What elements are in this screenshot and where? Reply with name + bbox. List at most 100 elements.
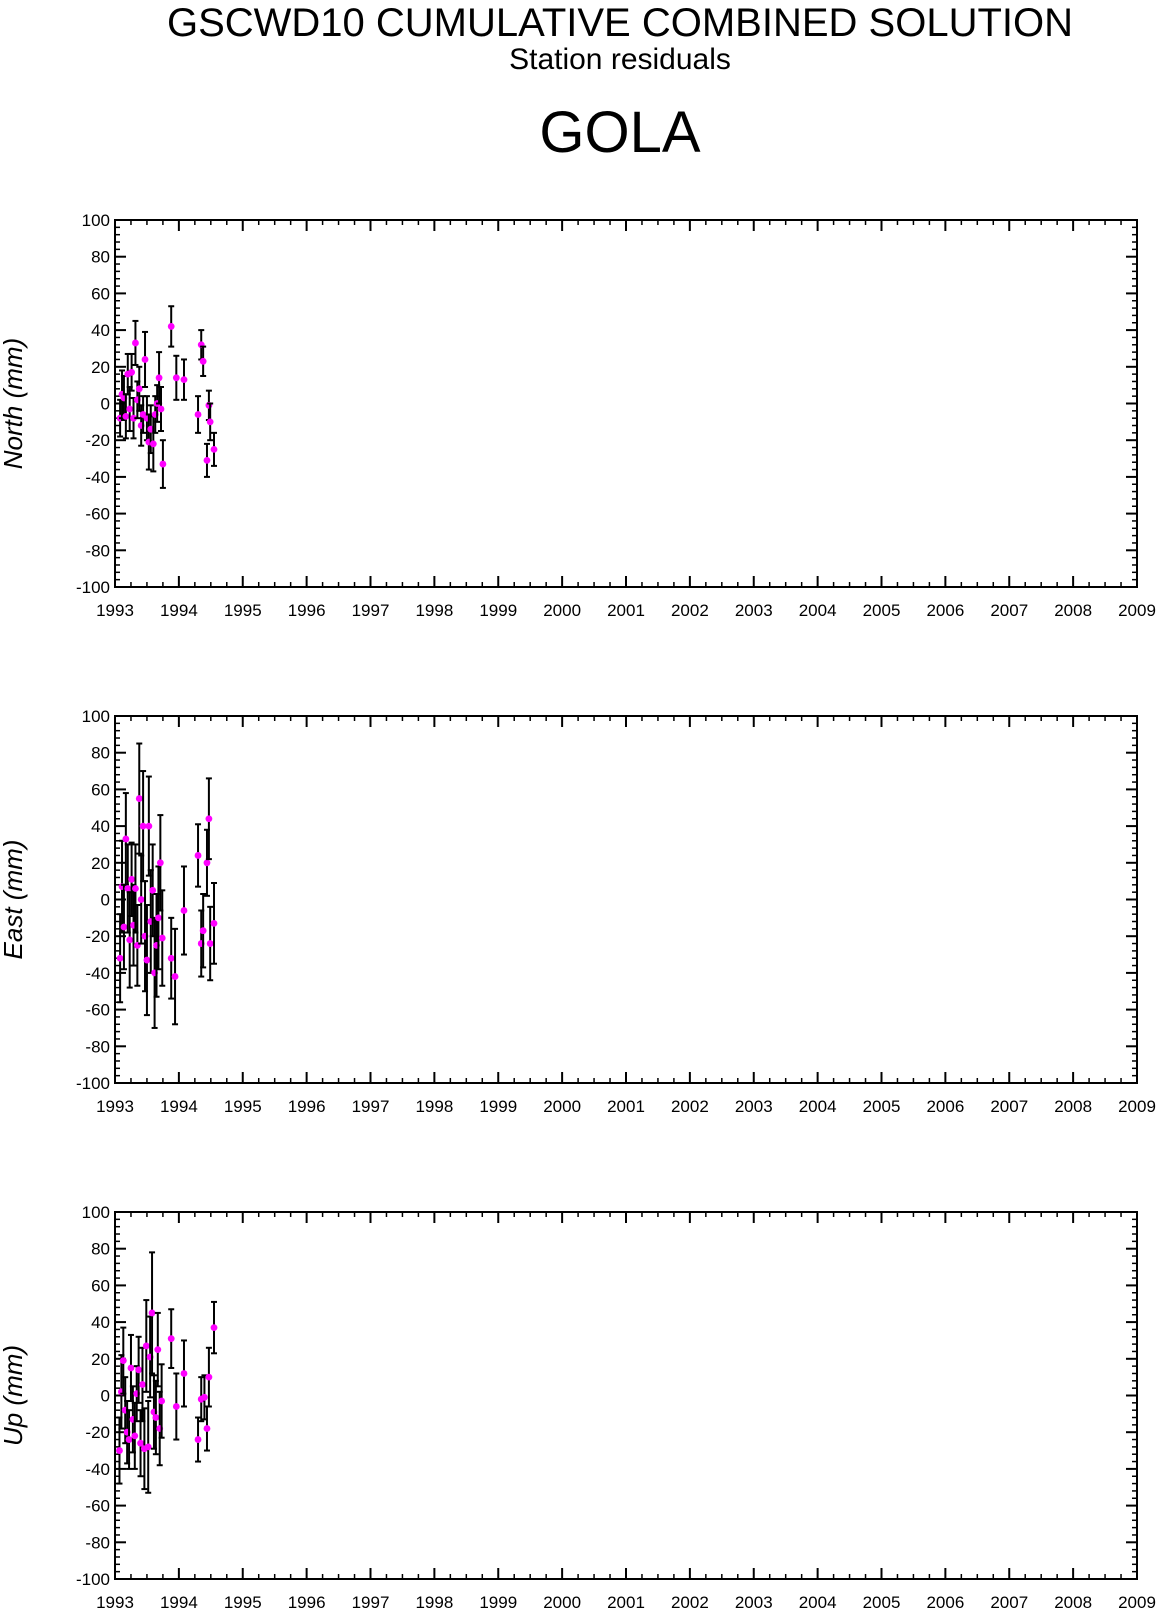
x-tick-label: 2002 [671, 601, 709, 620]
x-tick-label: 2001 [607, 1097, 645, 1116]
y-tick-label: -20 [85, 1423, 110, 1442]
x-tick-label: 1994 [160, 1593, 198, 1612]
data-point [149, 440, 157, 448]
chart-panel-east: 1993 1994 1995 1996 1997 1998 1999 2000 2001 2002… [0, 707, 1156, 1116]
x-tick-label: 2006 [926, 1593, 964, 1612]
x-tick-label: 1997 [352, 1593, 390, 1612]
x-tick-label: 2002 [671, 1593, 709, 1612]
data-point [116, 1447, 123, 1454]
data-point [122, 412, 130, 420]
data-point [167, 954, 175, 962]
x-tick-label: 2005 [863, 1097, 901, 1116]
x-tick-label: 2008 [1054, 1593, 1092, 1612]
data-point [205, 815, 213, 823]
data-point [206, 940, 214, 947]
x-tick-label: 1999 [479, 601, 517, 620]
data-point [135, 385, 143, 393]
data-point [180, 907, 188, 914]
data-point [149, 886, 157, 894]
data-point [120, 923, 128, 931]
data-point [122, 835, 130, 843]
x-tick-label: 1994 [160, 1097, 198, 1116]
x-tick-label: 2007 [990, 1097, 1028, 1116]
data-point [137, 896, 145, 903]
data-point [159, 460, 167, 468]
data-point [152, 1414, 160, 1421]
x-tick-label: 2001 [607, 601, 645, 620]
data-point [203, 456, 211, 464]
y-tick-label: 0 [101, 891, 110, 910]
chart-panel-up: 1993 1994 1995 1996 1997 1998 1999 2000 2001 2002… [0, 1203, 1156, 1612]
y-tick-label: -60 [85, 505, 110, 524]
data-point [180, 376, 188, 384]
y-tick-label: -40 [85, 468, 110, 487]
y-tick-label: -100 [76, 1570, 110, 1589]
data-point [194, 852, 202, 859]
data-point [171, 973, 179, 980]
data-point [145, 822, 153, 830]
y-tick-label: 40 [91, 817, 110, 836]
y-tick-label: -80 [85, 1533, 110, 1552]
data-point [127, 1364, 135, 1372]
data-point [167, 1335, 175, 1343]
y-tick-label: 60 [91, 1276, 110, 1295]
y-tick-label: -100 [76, 1074, 110, 1093]
y-tick-label: -60 [85, 1001, 110, 1020]
x-tick-label: 1998 [415, 1593, 453, 1612]
y-tick-label: -40 [85, 964, 110, 983]
x-tick-label: 1997 [352, 1097, 390, 1116]
data-point [125, 1436, 133, 1443]
x-tick-label: 2002 [671, 1097, 709, 1116]
x-tick-label: 2003 [735, 1097, 773, 1116]
y-tick-label: 100 [82, 707, 110, 726]
y-tick-label: 80 [91, 744, 110, 763]
x-tick-label: 2005 [863, 601, 901, 620]
y-axis-label: East (mm) [0, 840, 28, 960]
x-tick-label: 2000 [543, 1097, 581, 1116]
data-point [135, 1366, 143, 1374]
chart-subtitle: Station residuals [509, 43, 731, 76]
data-point [180, 1370, 188, 1377]
x-tick-label: 2006 [926, 601, 964, 620]
data-point [128, 875, 136, 883]
data-point [199, 927, 207, 935]
x-tick-label: 1993 [96, 1593, 134, 1612]
x-tick-label: 1995 [224, 1097, 262, 1116]
x-tick-label: 2008 [1054, 1097, 1092, 1116]
data-point [172, 374, 180, 382]
data-point [132, 885, 139, 892]
data-point [135, 795, 143, 802]
x-tick-label: 2009 [1118, 1593, 1156, 1612]
x-tick-label: 1998 [415, 1097, 453, 1116]
x-tick-label: 1996 [288, 601, 326, 620]
x-tick-label: 2007 [990, 601, 1028, 620]
y-tick-label: 40 [91, 321, 110, 340]
data-point [144, 1443, 152, 1451]
y-axis-label: North (mm) [0, 338, 28, 469]
data-point [158, 1397, 166, 1405]
x-tick-label: 2004 [799, 601, 837, 620]
x-tick-label: 2003 [735, 601, 773, 620]
x-tick-label: 1993 [96, 1097, 134, 1116]
x-tick-label: 1993 [96, 601, 134, 620]
x-tick-label: 2006 [926, 1097, 964, 1116]
y-tick-label: -80 [85, 1037, 110, 1056]
data-point [142, 1342, 150, 1350]
x-tick-label: 1994 [160, 601, 198, 620]
y-tick-label: 80 [91, 248, 110, 267]
y-tick-label: 100 [82, 1203, 110, 1222]
x-tick-label: 2001 [607, 1593, 645, 1612]
y-tick-label: 60 [91, 284, 110, 303]
data-point [194, 1436, 202, 1443]
data-point [139, 822, 147, 830]
data-point [141, 356, 149, 363]
data-point [172, 1403, 180, 1410]
x-tick-label: 2000 [543, 1593, 581, 1612]
data-point [131, 1432, 139, 1440]
plot-frame [114, 715, 1138, 1084]
x-tick-label: 1999 [479, 1097, 517, 1116]
x-tick-label: 2005 [863, 1593, 901, 1612]
data-point [155, 374, 163, 382]
x-tick-label: 1997 [352, 601, 390, 620]
data-point [148, 1309, 156, 1317]
